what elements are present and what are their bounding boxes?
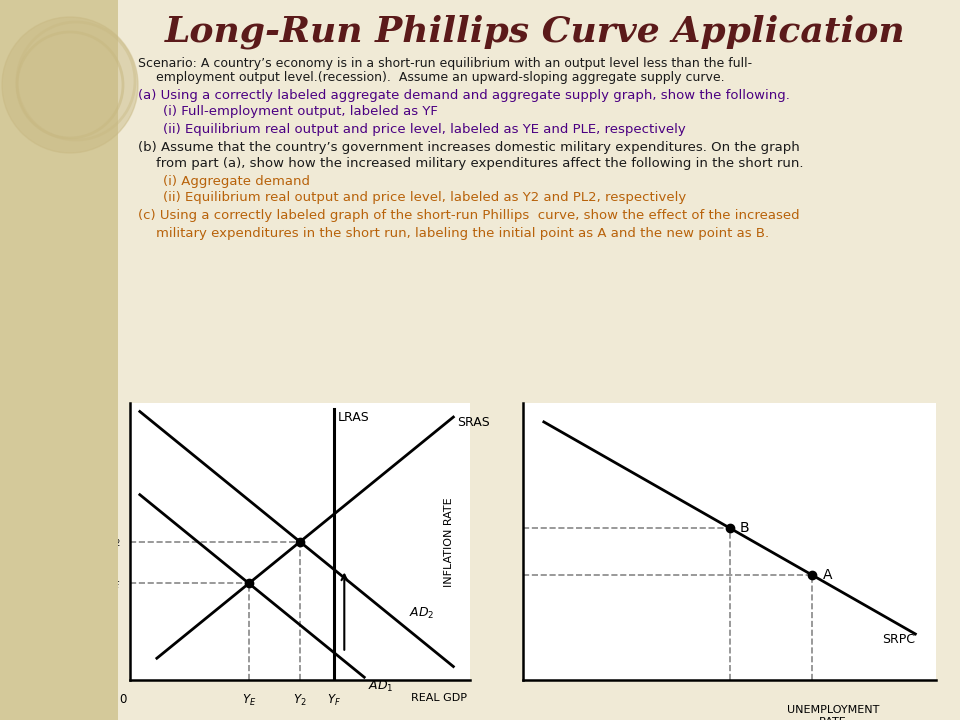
Text: $AD_1$: $AD_1$ — [369, 679, 394, 694]
Text: (a) Using a correctly labeled aggregate demand and aggregate supply graph, show : (a) Using a correctly labeled aggregate … — [138, 89, 790, 102]
Text: (ii) Equilibrium real output and price level, labeled as Y2 and PL2, respectivel: (ii) Equilibrium real output and price l… — [163, 192, 686, 204]
Text: PRICE LEVEL: PRICE LEVEL — [70, 507, 80, 577]
FancyBboxPatch shape — [0, 0, 118, 720]
Text: SRPC: SRPC — [882, 634, 915, 647]
Text: Long-Run Phillips Curve Application: Long-Run Phillips Curve Application — [165, 14, 905, 49]
Text: (i) Full-employment output, labeled as YF: (i) Full-employment output, labeled as Y… — [163, 106, 438, 119]
Text: $AD_2$: $AD_2$ — [409, 606, 435, 621]
Text: $PL_E$: $PL_E$ — [100, 576, 121, 591]
Text: $Y_F$: $Y_F$ — [327, 693, 341, 708]
Text: INFLATION RATE: INFLATION RATE — [444, 497, 454, 587]
Text: (ii) Equilibrium real output and price level, labeled as YE and PLE, respectivel: (ii) Equilibrium real output and price l… — [163, 122, 685, 135]
Text: LRAS: LRAS — [338, 410, 370, 423]
Text: SRAS: SRAS — [457, 416, 490, 429]
Text: $PL_2$: $PL_2$ — [101, 534, 121, 549]
Text: $Y_2$: $Y_2$ — [293, 693, 307, 708]
Text: (b) Assume that the country’s government increases domestic military expenditure: (b) Assume that the country’s government… — [138, 140, 800, 153]
Text: (i) Aggregate demand: (i) Aggregate demand — [163, 174, 310, 187]
Circle shape — [2, 17, 138, 153]
Text: A: A — [823, 568, 832, 582]
Text: B: B — [740, 521, 750, 535]
Text: from part (a), show how the increased military expenditures affect the following: from part (a), show how the increased mi… — [156, 158, 804, 171]
Text: Scenario: A country’s economy is in a short-run equilibrium with an output level: Scenario: A country’s economy is in a sh… — [138, 56, 752, 70]
Text: (c) Using a correctly labeled graph of the short-run Phillips  curve, show the e: (c) Using a correctly labeled graph of t… — [138, 210, 800, 222]
Text: 0: 0 — [119, 693, 127, 706]
Text: employment output level.(recession).  Assume an upward-sloping aggregate supply : employment output level.(recession). Ass… — [156, 71, 725, 84]
Text: $Y_E$: $Y_E$ — [242, 693, 256, 708]
Text: military expenditures in the short run, labeling the initial point as A and the : military expenditures in the short run, … — [156, 227, 769, 240]
Text: REAL GDP: REAL GDP — [411, 693, 467, 703]
Text: UNEMPLOYMENT
RATE: UNEMPLOYMENT RATE — [786, 706, 879, 720]
